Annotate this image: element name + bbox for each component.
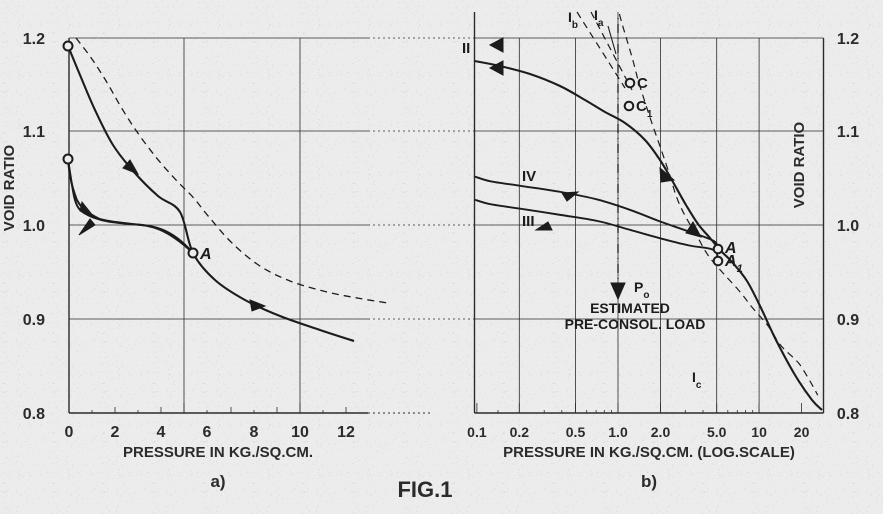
svg-text:PRESSURE IN KG./SQ.CM. (LOG.SC: PRESSURE IN KG./SQ.CM. (LOG.SCALE) [503, 444, 795, 461]
svg-text:4: 4 [157, 424, 166, 441]
svg-text:12: 12 [337, 424, 355, 441]
svg-text:PRE-CONSOL. LOAD: PRE-CONSOL. LOAD [565, 316, 706, 332]
svg-text:0.5: 0.5 [566, 424, 586, 440]
svg-text:III: III [522, 213, 535, 230]
svg-text:ESTIMATED: ESTIMATED [590, 300, 670, 316]
svg-text:2.0: 2.0 [651, 424, 671, 440]
svg-text:1.1: 1.1 [837, 124, 859, 141]
svg-text:5.0: 5.0 [707, 424, 727, 440]
svg-text:1.0: 1.0 [23, 218, 45, 235]
svg-text:a): a) [210, 472, 225, 491]
svg-text:0.8: 0.8 [23, 406, 45, 423]
svg-text:0.9: 0.9 [23, 312, 45, 329]
svg-text:0: 0 [65, 424, 74, 441]
svg-text:2: 2 [111, 424, 120, 441]
svg-text:0.8: 0.8 [837, 406, 859, 423]
svg-text:6: 6 [203, 424, 212, 441]
svg-text:FIG.1: FIG.1 [397, 477, 452, 502]
svg-text:1.0: 1.0 [608, 424, 628, 440]
svg-text:II: II [462, 40, 470, 57]
svg-text:0.2: 0.2 [510, 424, 530, 440]
svg-text:1.2: 1.2 [23, 31, 45, 48]
svg-text:8: 8 [250, 424, 259, 441]
svg-text:IV: IV [522, 168, 536, 185]
svg-text:10: 10 [291, 424, 309, 441]
svg-text:PRESSURE IN KG./SQ.CM.: PRESSURE IN KG./SQ.CM. [123, 444, 313, 461]
svg-text:20: 20 [794, 424, 810, 440]
svg-text:0.1: 0.1 [467, 424, 487, 440]
svg-text:10: 10 [751, 424, 767, 440]
svg-text:1.1: 1.1 [23, 124, 45, 141]
svg-text:VOID RATIO: VOID RATIO [1, 144, 18, 231]
svg-text:1.0: 1.0 [837, 218, 859, 235]
svg-text:C: C [637, 75, 648, 92]
svg-text:VOID RATIO: VOID RATIO [791, 121, 808, 208]
svg-text:A: A [199, 246, 212, 263]
svg-text:0.9: 0.9 [837, 312, 859, 329]
svg-text:b): b) [641, 472, 657, 491]
svg-text:1.2: 1.2 [837, 31, 859, 48]
